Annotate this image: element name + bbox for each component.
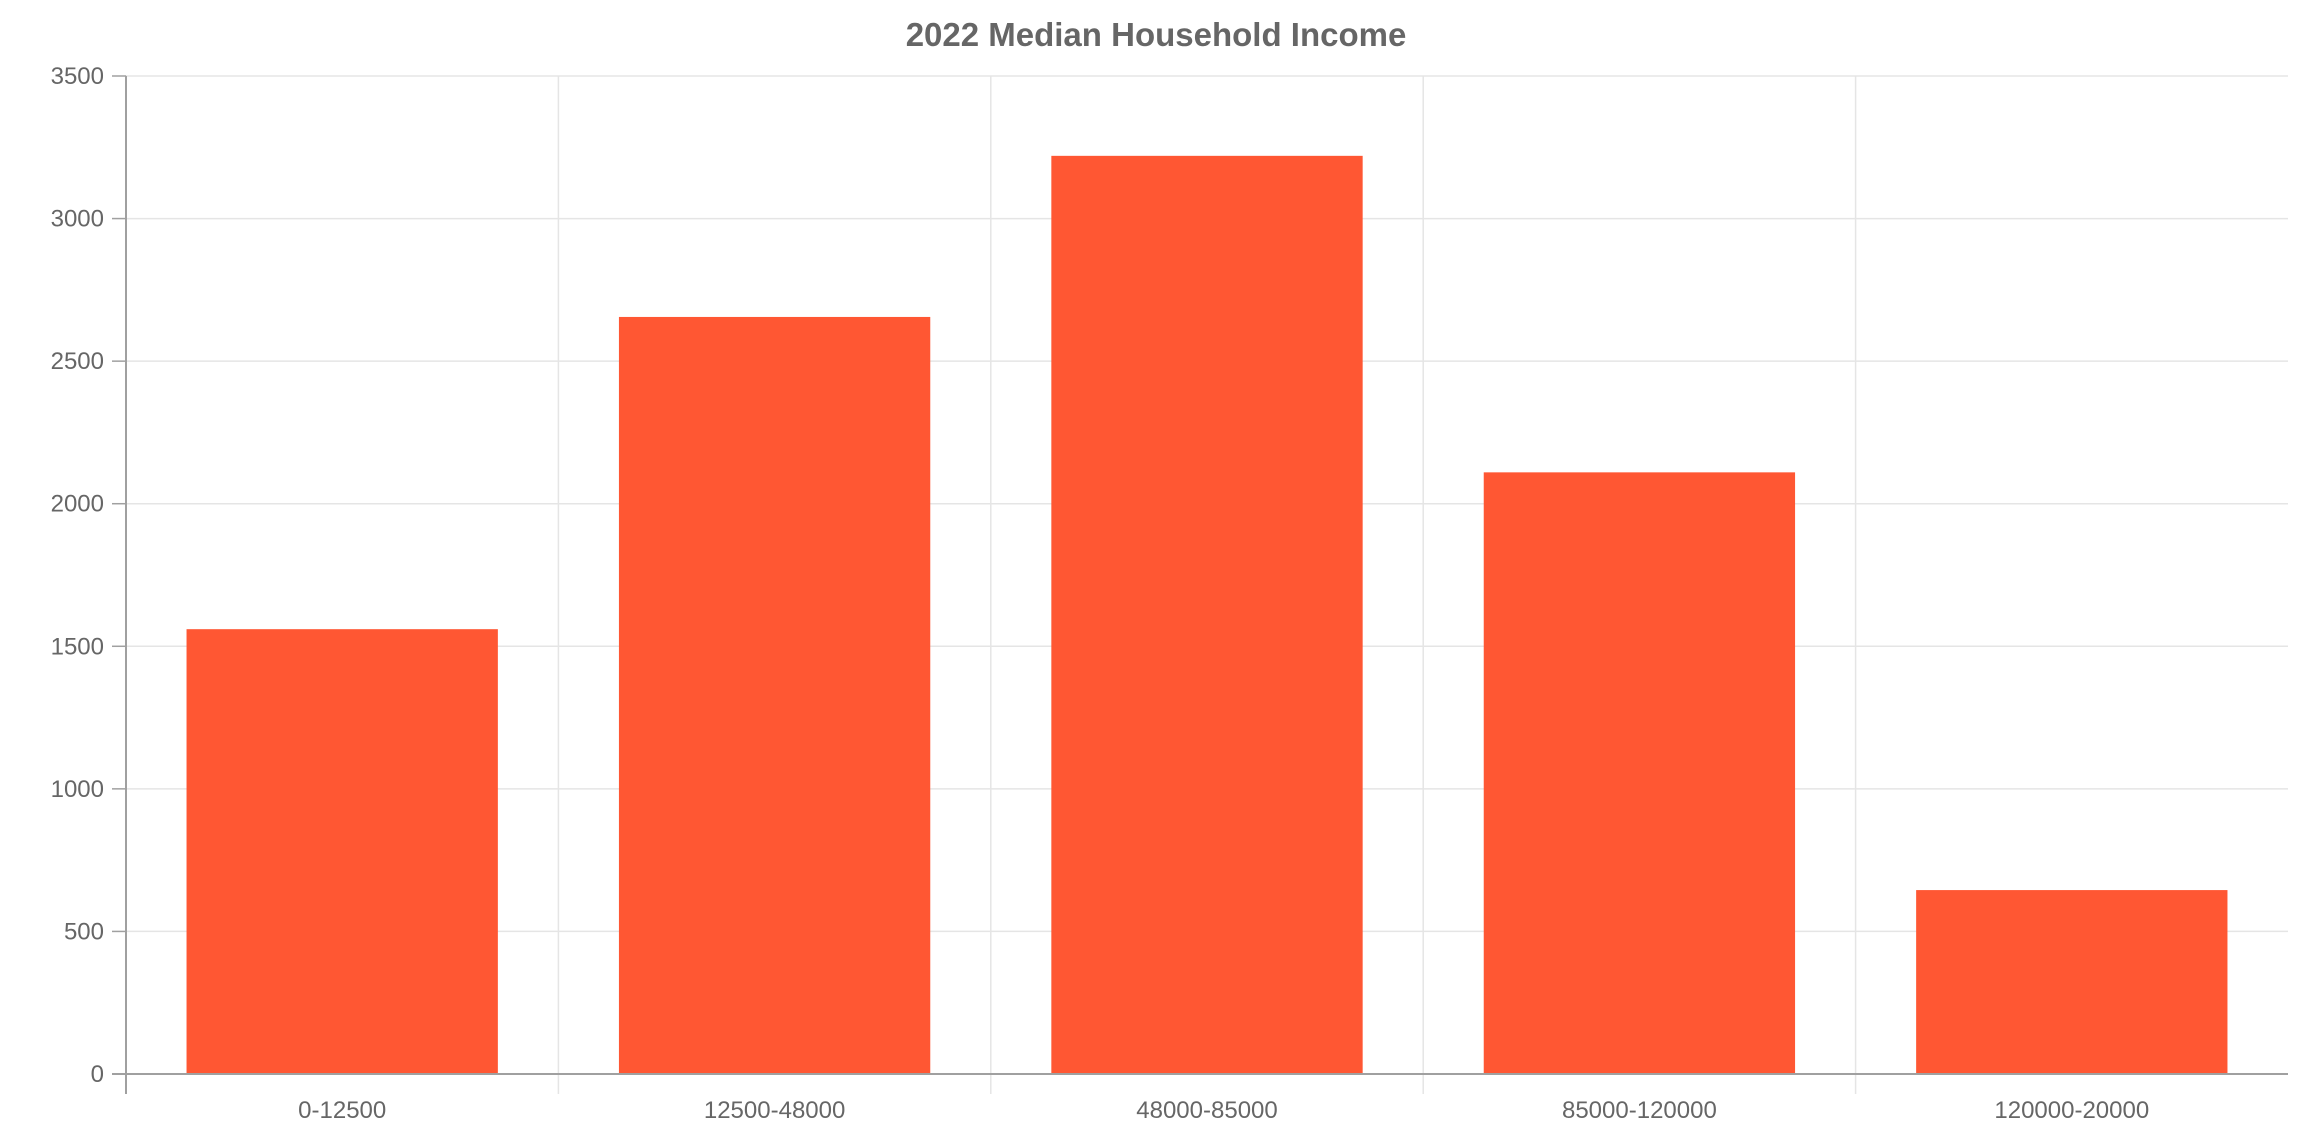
y-tick-label: 500	[64, 918, 104, 945]
bar-0-12500[interactable]	[186, 629, 498, 1074]
bars	[186, 155, 2228, 1075]
y-tick-label: 0	[91, 1061, 104, 1088]
bar-48000-85000[interactable]	[1051, 155, 1363, 1075]
x-tick-label: 12500-48000	[704, 1097, 845, 1124]
y-tick-label: 1500	[51, 633, 104, 660]
y-tick-label: 2500	[51, 348, 104, 375]
y-tick-label: 3500	[51, 63, 104, 90]
x-tick-label: 85000-120000	[1562, 1097, 1717, 1124]
y-tick-label: 2000	[51, 491, 104, 518]
chart-title: 2022 Median Household Income	[906, 16, 1407, 53]
tick-labels: 0 500 1000 1500 2000 2500 3000 3500 0-12500 12500…	[51, 63, 2150, 1124]
y-tick-label: 3000	[51, 206, 104, 233]
x-tick-label: 0-12500	[298, 1097, 386, 1124]
bar-120000-20000[interactable]	[1916, 890, 2228, 1074]
x-tick-label: 48000-85000	[1136, 1097, 1277, 1124]
y-tick-label: 1000	[51, 776, 104, 803]
axes	[112, 75, 2288, 1094]
bar-85000-120000[interactable]	[1483, 472, 1796, 1074]
x-tick-label: 120000-20000	[1994, 1097, 2149, 1124]
bar-12500-48000[interactable]	[618, 316, 931, 1075]
